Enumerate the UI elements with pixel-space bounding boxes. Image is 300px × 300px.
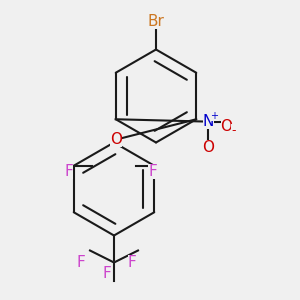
Text: +: + [211,111,218,121]
Text: O: O [110,132,122,147]
Text: O: O [220,119,232,134]
Text: F: F [102,266,111,280]
Text: F: F [64,164,73,178]
Text: Br: Br [148,14,164,28]
Text: F: F [76,255,85,270]
Text: O: O [202,140,214,155]
Text: N: N [203,114,214,129]
Text: F: F [128,255,136,270]
Text: F: F [148,164,157,178]
Text: -: - [231,124,236,137]
